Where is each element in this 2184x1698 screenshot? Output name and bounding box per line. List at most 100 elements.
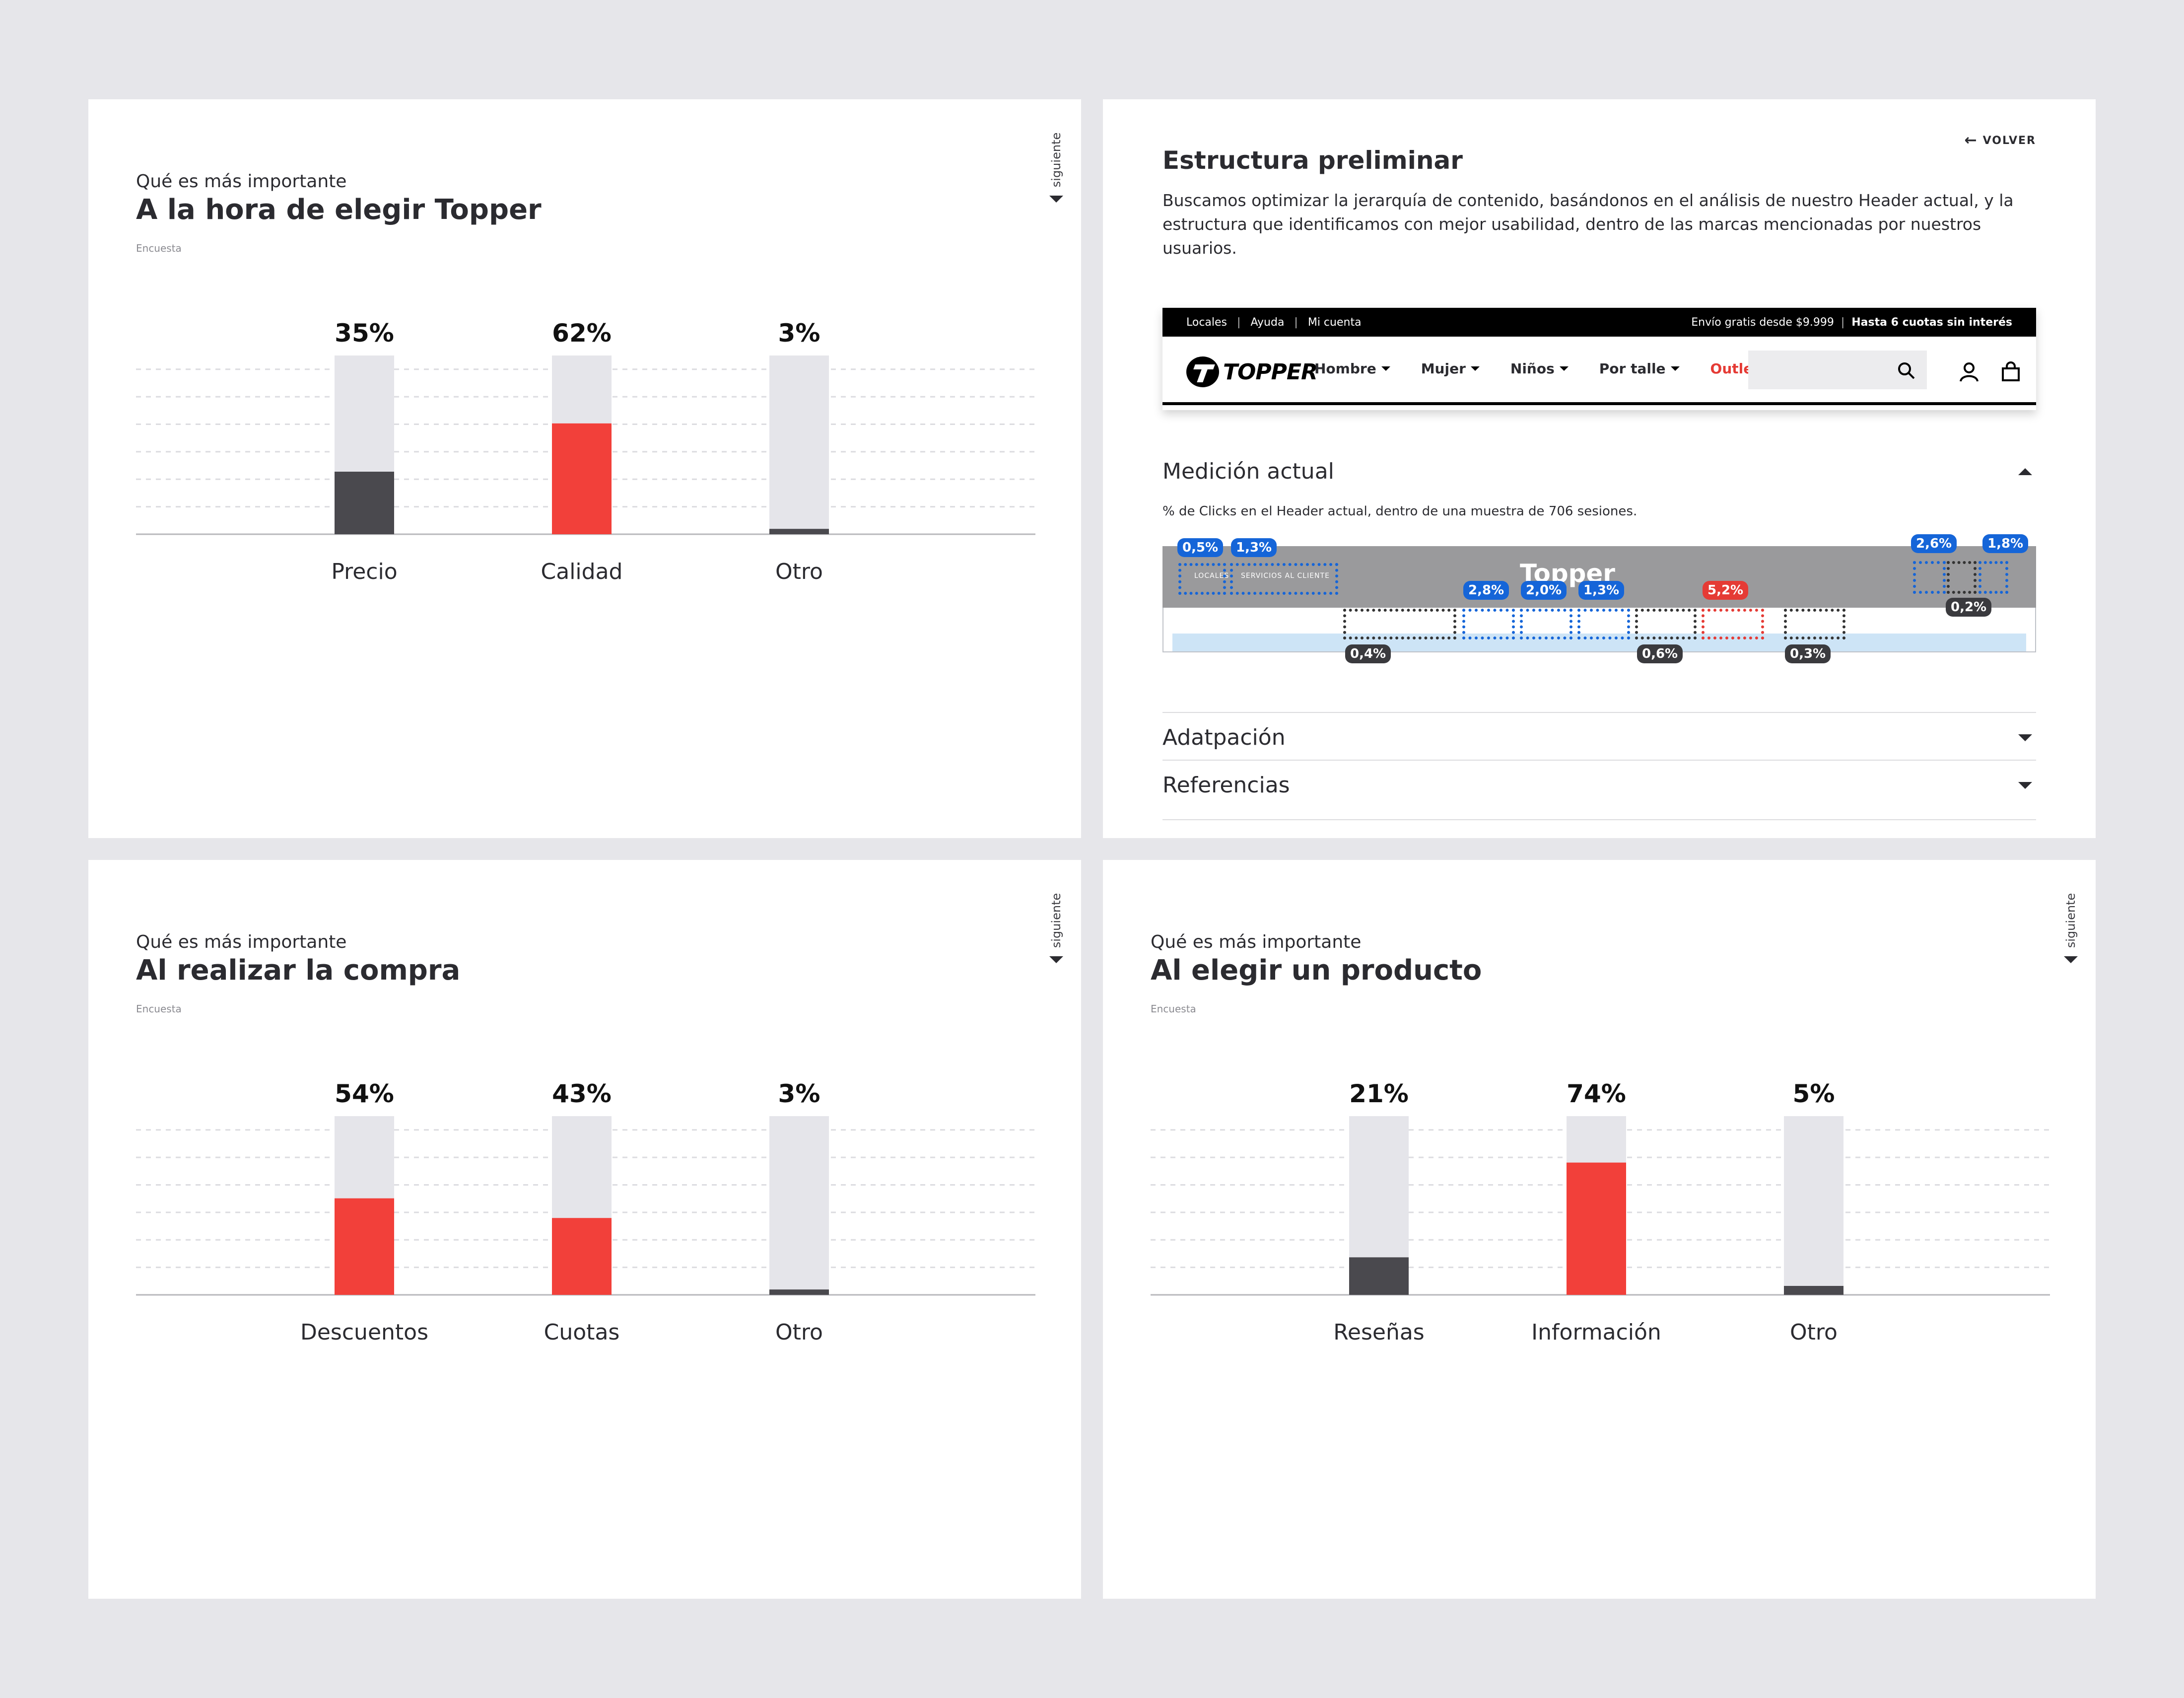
bar: [335, 472, 394, 534]
next-button[interactable]: siguiente: [1046, 890, 1066, 969]
bar: [1784, 1286, 1843, 1295]
accordion-adaptacion[interactable]: Adatpación: [1162, 725, 2036, 750]
heatmap-zone: [1784, 609, 1845, 639]
accordion-referencias[interactable]: Referencias: [1162, 773, 2036, 798]
topper-logo-icon: [1186, 356, 1219, 387]
arrow-left-icon: ←: [1964, 132, 1978, 149]
click-tag: 1,3%: [1578, 581, 1625, 600]
accordion-title: Adatpación: [1162, 725, 1286, 750]
category-label: Cuotas: [544, 1320, 620, 1345]
next-label: siguiente: [1049, 893, 1063, 948]
data-label: 74%: [1567, 1079, 1626, 1108]
data-label: 43%: [552, 1079, 612, 1108]
panel-eyebrow: Qué es más importante: [136, 171, 347, 192]
topper-logo[interactable]: TOPPER: [1186, 356, 1318, 387]
data-label: 62%: [552, 319, 612, 348]
category-label: Otro: [775, 1320, 823, 1345]
heatmap-zone: [1230, 563, 1338, 595]
chevron-up-icon: [2018, 468, 2032, 475]
nav-item-mujer[interactable]: Mujer: [1421, 360, 1480, 377]
heatmap-zone: [1178, 563, 1226, 595]
bar: [1567, 1162, 1626, 1295]
heatmap-zone: [1520, 609, 1572, 639]
next-button[interactable]: siguiente: [1046, 129, 1066, 209]
arrow-down-icon: [1049, 196, 1063, 203]
search-input[interactable]: [1748, 351, 1927, 389]
header-mockup: Locales | Ayuda | Mi cuenta Envío gratis…: [1162, 308, 2036, 410]
nav-item-por-talle[interactable]: Por talle: [1599, 360, 1680, 377]
bar-chart: 35% Precio 62% Calidad 3% Otro: [136, 308, 1035, 705]
category-label: Otro: [775, 559, 823, 584]
panel-title: A la hora de elegir Topper: [136, 194, 542, 226]
topbar-link-ayuda[interactable]: Ayuda: [1250, 316, 1285, 329]
category-label: Otro: [1790, 1320, 1838, 1345]
bar: [1349, 1257, 1409, 1295]
data-label: 54%: [335, 1079, 394, 1108]
bar-track: [769, 1116, 829, 1295]
topbar-link-locales[interactable]: Locales: [1186, 316, 1228, 329]
next-button[interactable]: siguiente: [2061, 890, 2081, 969]
bar: [335, 1198, 394, 1295]
click-tag: 2,8%: [1463, 581, 1509, 600]
heatmap-zone: [1577, 609, 1630, 639]
heatmap-zone: [1913, 561, 1946, 594]
nav-item-hombre[interactable]: Hombre: [1314, 360, 1390, 377]
click-tag: 0,3%: [1785, 644, 1831, 663]
divider: [1162, 712, 2036, 713]
header-topbar: Locales | Ayuda | Mi cuenta Envío gratis…: [1162, 308, 2036, 337]
shopping-bag-icon[interactable]: [2000, 361, 2021, 382]
category-label: Reseñas: [1333, 1320, 1424, 1345]
heatmap-zone: [1462, 609, 1515, 639]
bar-track: [1784, 1116, 1843, 1295]
chevron-down-icon: [1670, 366, 1680, 371]
data-label: 35%: [335, 319, 394, 348]
data-label: 5%: [1793, 1079, 1835, 1108]
header-nav: TOPPER Hombre Mujer Niños Por talle Outl…: [1162, 337, 2036, 405]
topbar-link-mi-cuenta[interactable]: Mi cuenta: [1307, 316, 1362, 329]
user-icon[interactable]: [1959, 361, 1979, 382]
category-label: Precio: [331, 559, 397, 584]
chevron-down-icon: [1470, 366, 1480, 371]
heatmap-zone: [1635, 609, 1697, 639]
bar-chart: 54% Descuentos 43% Cuotas 3% Otro: [136, 1068, 1035, 1466]
divider: [1162, 819, 2036, 820]
chart-panel-elegir-producto: Qué es más importante Al elegir un produ…: [1103, 860, 2096, 1599]
heatmap-zone: [1979, 561, 2008, 594]
bar-chart-svg: 21% Reseñas 74% Información 5% Otro: [1151, 1079, 2050, 1345]
bar: [769, 529, 829, 534]
divider: |: [1841, 316, 1845, 329]
bar-chart: 21% Reseñas 74% Información 5% Otro: [1151, 1068, 2050, 1466]
header-click-heatmap: Topper LOCALES SERVICIOS AL CLIENTE 0,5%…: [1162, 534, 2036, 663]
data-label: 3%: [778, 319, 820, 348]
heatmap-zone: [1702, 609, 1764, 639]
nav-item-ninos[interactable]: Niños: [1510, 360, 1569, 377]
main-menu: Hombre Mujer Niños Por talle Outlet: [1314, 360, 1790, 377]
medicion-note: % de Clicks en el Header actual, dentro …: [1162, 504, 1638, 519]
chevron-down-icon: [2018, 781, 2032, 789]
next-label: siguiente: [1049, 132, 1063, 188]
click-tag: 5,2%: [1703, 581, 1749, 600]
bar: [769, 1289, 829, 1295]
back-button[interactable]: ← VOLVER: [1965, 133, 2036, 148]
shipping-promo: Envío gratis desde $9.999: [1691, 316, 1834, 329]
click-tag: 0,2%: [1946, 598, 1992, 617]
click-tag: 1,8%: [1982, 534, 2029, 553]
back-label: VOLVER: [1982, 134, 2036, 147]
next-label: siguiente: [2064, 893, 2078, 948]
heatmap-link-locales: LOCALES: [1194, 572, 1229, 580]
estructura-panel: Estructura preliminar ← VOLVER Buscamos …: [1103, 99, 2096, 838]
search-icon[interactable]: [1896, 360, 1916, 380]
accordion-medicion[interactable]: Medición actual: [1162, 459, 2036, 484]
panel-eyebrow: Qué es más importante: [1151, 932, 1362, 952]
click-tag: 0,6%: [1637, 644, 1683, 663]
topbar-links: Locales | Ayuda | Mi cuenta: [1186, 308, 1362, 337]
divider: |: [1237, 316, 1241, 329]
bar: [552, 423, 612, 534]
panel-eyebrow: Qué es más importante: [136, 932, 347, 952]
chart-panel-elegir-topper: Qué es más importante A la hora de elegi…: [88, 99, 1081, 838]
nav-label: Por talle: [1599, 360, 1666, 377]
chart-panel-realizar-compra: Qué es más importante Al realizar la com…: [88, 860, 1081, 1599]
category-label: Descuentos: [300, 1320, 428, 1345]
panel-source: Encuesta: [1151, 1003, 1196, 1015]
panel-title: Al realizar la compra: [136, 954, 461, 987]
